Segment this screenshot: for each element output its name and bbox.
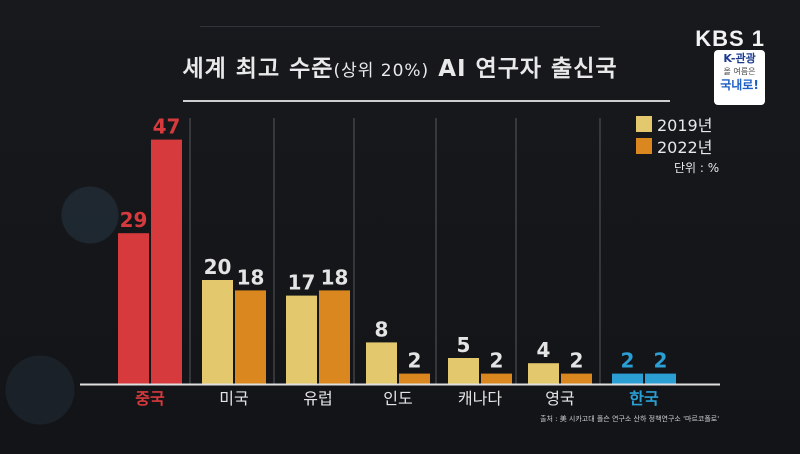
promo-badge-line1: K-관광 — [723, 52, 756, 65]
data-label: 8 — [375, 317, 389, 341]
broadcaster-logo: KBS 1 — [695, 26, 765, 51]
chart-title-main: 세계 최고 수준 — [182, 56, 334, 82]
data-label: 4 — [537, 338, 551, 362]
bar-유럽-2022년 — [319, 290, 350, 384]
x-tick-label: 미국 — [219, 389, 248, 408]
bar-중국-2019년 — [118, 233, 149, 384]
data-label: 2 — [570, 349, 584, 373]
bar-영국-2022년 — [561, 373, 592, 384]
legend-swatch-2019 — [636, 116, 652, 132]
legend-label-2022: 2022년 — [657, 138, 713, 157]
bar-캐나다-2022년 — [481, 373, 512, 384]
source-note: 출처 : 美 시카고대 폴슨 연구소 산하 정책연구소 '마르코폴로' — [540, 415, 720, 423]
bar-미국-2019년 — [202, 280, 233, 384]
data-label: 18 — [321, 265, 349, 289]
unit-label: 단위 : % — [674, 161, 720, 175]
bar-한국-2022년 — [645, 373, 676, 384]
chart-title: 세계 최고 수준(상위 20%) AI 연구자 출신국 — [0, 49, 800, 83]
bar-영국-2019년 — [528, 363, 559, 384]
promo-badge-line3: 국내로! — [720, 78, 759, 92]
legend-label-2019: 2019년 — [657, 116, 713, 135]
x-tick-label: 중국 — [135, 389, 165, 408]
data-label: 29 — [120, 208, 148, 232]
data-label: 2 — [408, 349, 422, 373]
bar-중국-2022년 — [151, 139, 182, 384]
top-ornament — [200, 0, 600, 27]
bar-캐나다-2019년 — [448, 358, 479, 384]
bar-유럽-2019년 — [286, 295, 317, 384]
legend-swatch-2022 — [636, 138, 652, 154]
data-label: 2 — [654, 349, 668, 373]
data-label: 17 — [288, 271, 316, 295]
x-tick-label: 유럽 — [303, 389, 332, 408]
x-tick-label: 캐나다 — [458, 389, 502, 408]
promo-badge: K-관광 올 여름은 국내로! — [714, 50, 765, 105]
bar-인도-2022년 — [399, 373, 430, 384]
data-label: 47 — [153, 115, 181, 139]
x-tick-label: 한국 — [629, 389, 659, 408]
bar-인도-2019년 — [366, 342, 397, 384]
title-underline — [183, 100, 670, 102]
bar-한국-2019년 — [612, 373, 643, 384]
data-label: 18 — [237, 265, 265, 289]
data-label: 5 — [457, 333, 471, 357]
promo-badge-line2: 올 여름은 — [723, 67, 756, 76]
x-tick-label: 영국 — [545, 389, 574, 408]
chart-title-rest: AI 연구자 출신국 — [438, 56, 618, 82]
data-label: 20 — [204, 255, 232, 279]
data-label: 2 — [621, 349, 635, 373]
legend-item-2019: 2019년 — [636, 113, 719, 135]
data-label: 2 — [490, 349, 504, 373]
x-tick-label: 인도 — [383, 389, 412, 408]
bar-미국-2022년 — [235, 290, 266, 384]
chart-legend: 2019년 2022년 단위 : % — [636, 113, 719, 176]
legend-item-2022: 2022년 — [636, 135, 719, 157]
chart-title-paren: (상위 20%) — [333, 61, 430, 81]
